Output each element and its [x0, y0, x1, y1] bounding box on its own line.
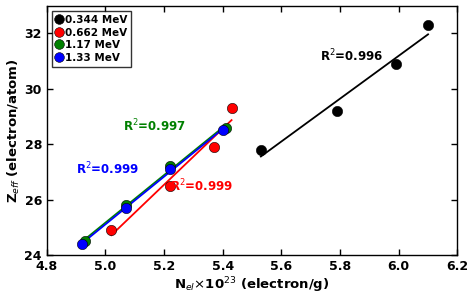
Point [166, 183, 174, 188]
X-axis label: N$_{el}$$\times$10$^{23}$ (electron/g): N$_{el}$$\times$10$^{23}$ (electron/g) [174, 276, 330, 296]
Point [257, 147, 264, 152]
Point [166, 167, 174, 172]
Point [210, 144, 218, 149]
Point [122, 203, 130, 208]
Text: R$^2$=0.999: R$^2$=0.999 [170, 178, 233, 194]
Text: R$^2$=0.999: R$^2$=0.999 [76, 161, 139, 178]
Point [424, 23, 432, 27]
Point [78, 242, 86, 247]
Text: R$^2$=0.997: R$^2$=0.997 [123, 118, 186, 135]
Legend: 0.344 MeV, 0.662 MeV, 1.17 MeV, 1.33 MeV: 0.344 MeV, 0.662 MeV, 1.17 MeV, 1.33 MeV [52, 11, 131, 67]
Point [222, 125, 229, 130]
Point [219, 128, 227, 133]
Point [228, 106, 236, 110]
Point [392, 61, 400, 66]
Y-axis label: Z$_{eff}$ (electron/atom): Z$_{eff}$ (electron/atom) [6, 58, 22, 203]
Text: R$^2$=0.996: R$^2$=0.996 [319, 48, 383, 64]
Point [81, 239, 89, 244]
Point [122, 206, 130, 210]
Point [333, 109, 341, 113]
Point [166, 164, 174, 169]
Point [108, 228, 115, 233]
